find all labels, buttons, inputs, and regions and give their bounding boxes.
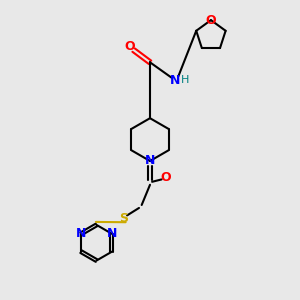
Text: O: O [124, 40, 135, 53]
Text: O: O [160, 171, 171, 184]
Text: H: H [181, 75, 189, 85]
Text: N: N [107, 227, 117, 240]
Text: N: N [76, 227, 86, 240]
Text: N: N [170, 74, 181, 87]
Text: N: N [145, 154, 155, 167]
Text: O: O [206, 14, 216, 27]
Text: S: S [119, 212, 128, 225]
